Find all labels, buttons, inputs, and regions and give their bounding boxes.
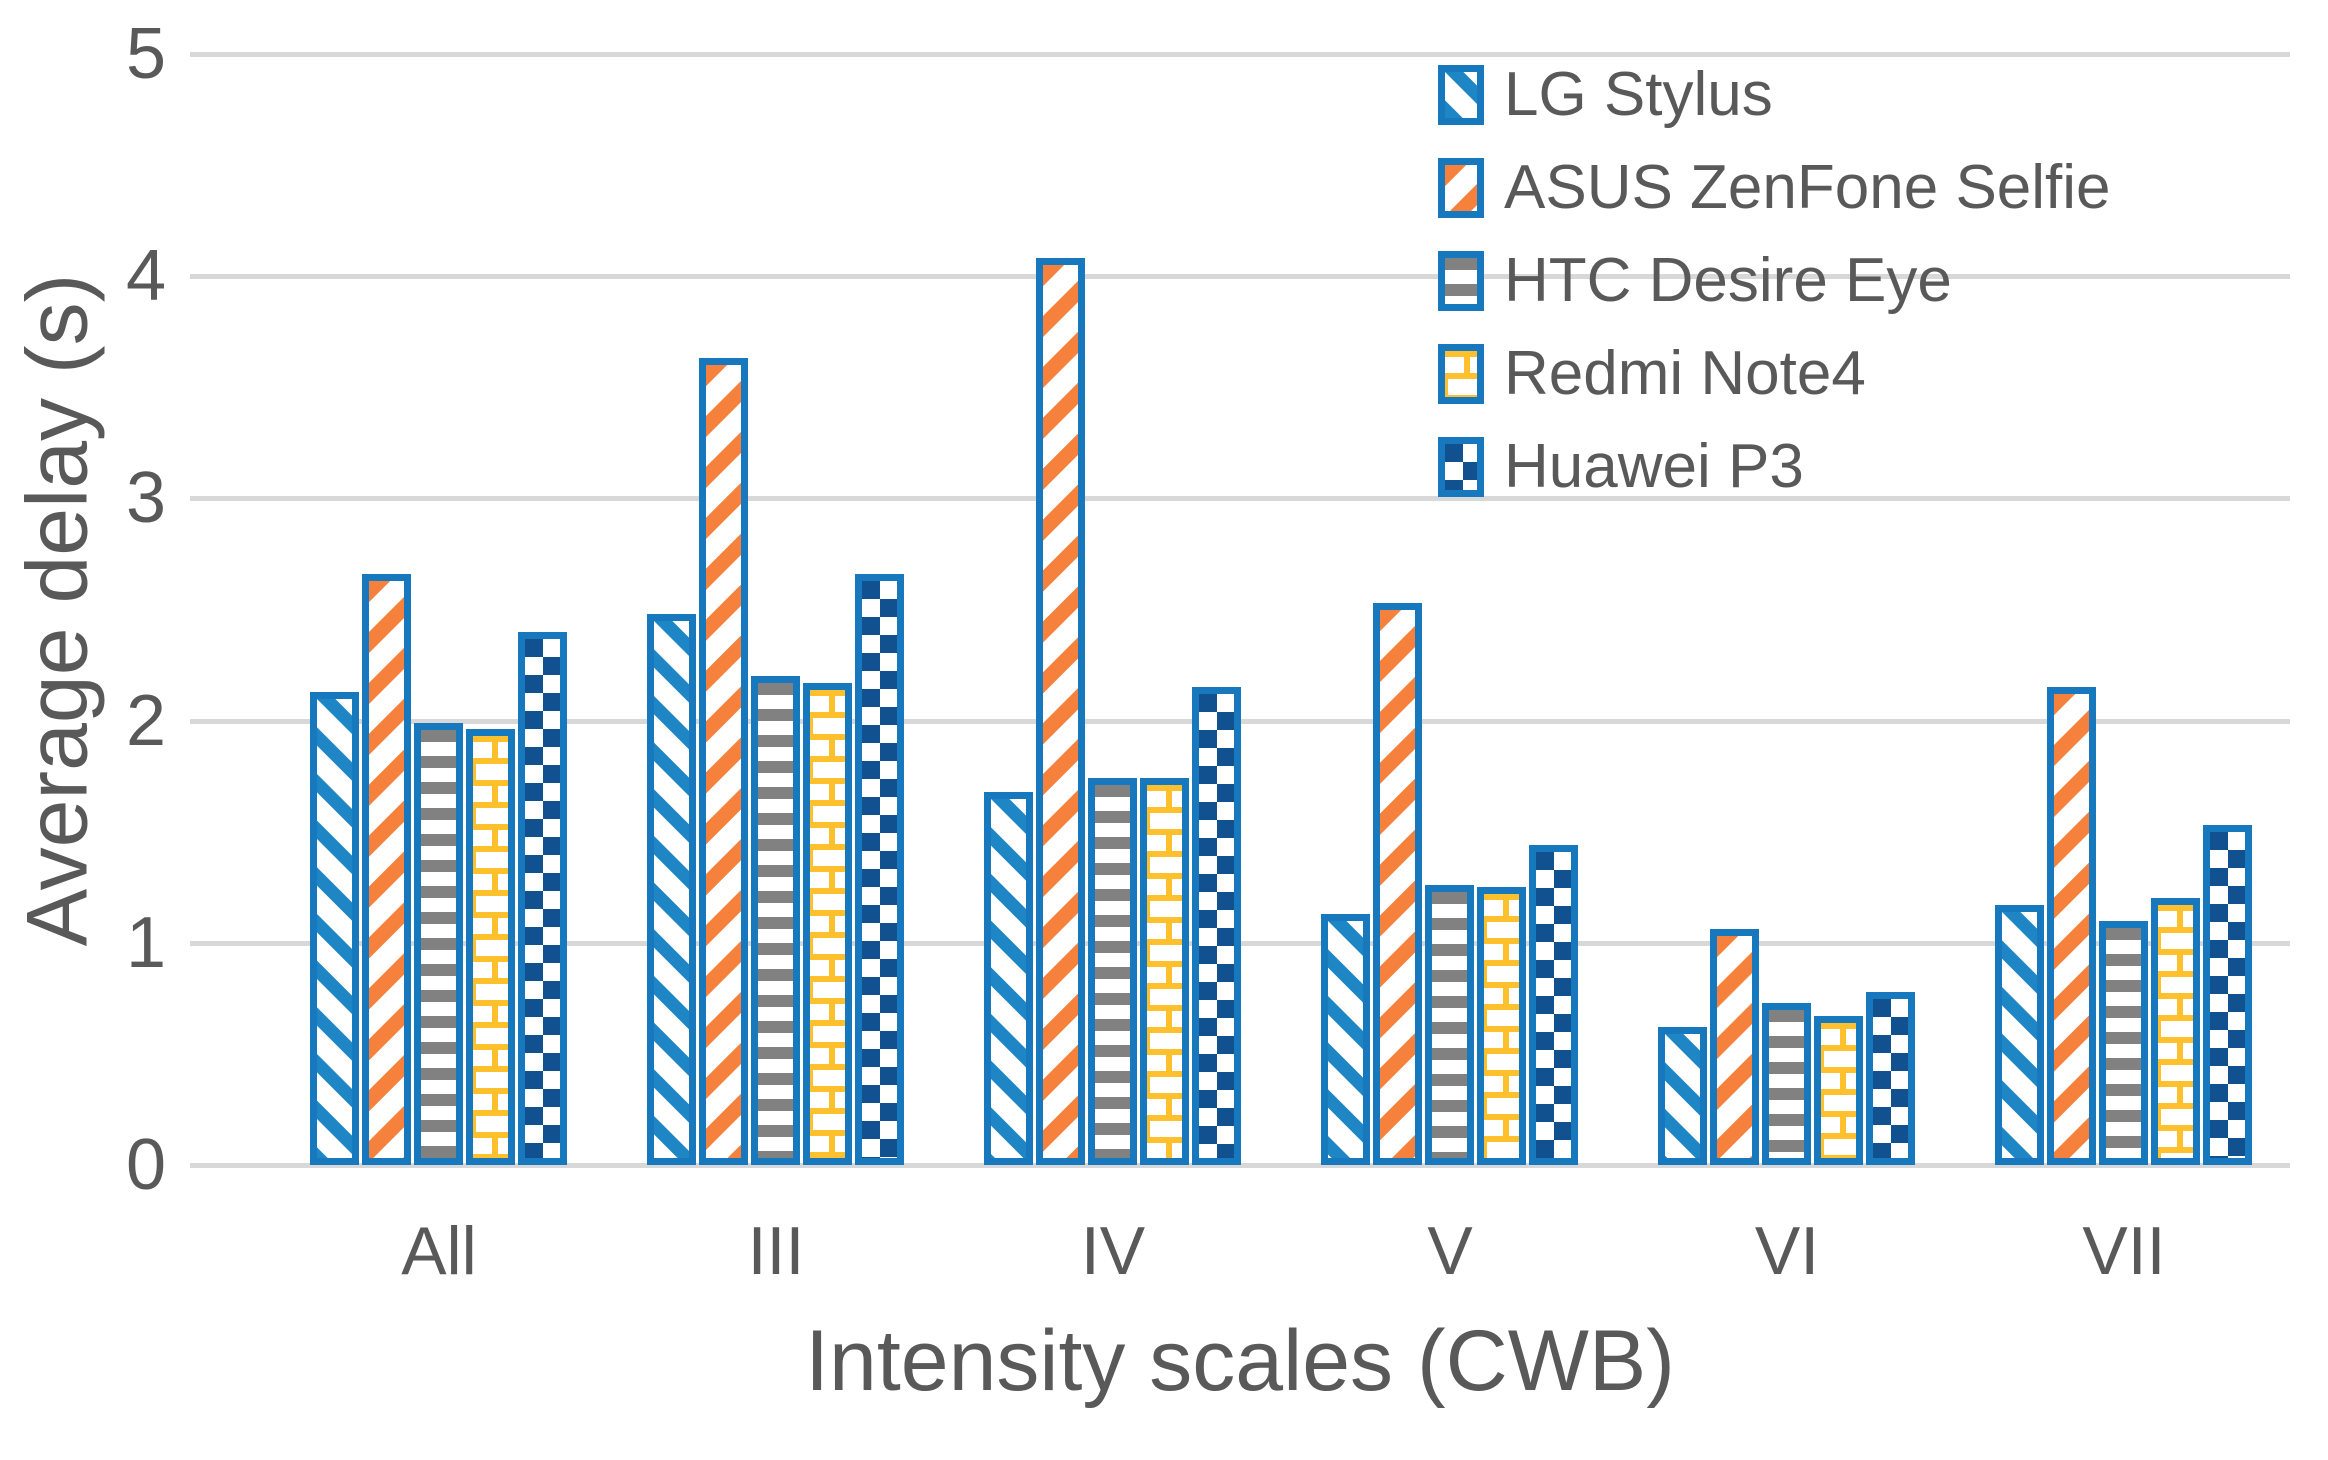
bar-htc-desire-eye-vi <box>1762 1003 1811 1165</box>
bar-htc-desire-eye-iii <box>751 676 800 1165</box>
bar-asus-zenfone-selfie-iv <box>1036 258 1085 1165</box>
legend-item-asus-zenfone-selfie: ASUS ZenFone Selfie <box>1438 141 2111 234</box>
x-tick-label-v: V <box>1427 1213 1473 1289</box>
bar-lg-stylus-all <box>310 692 359 1165</box>
legend: LG Stylus ASUS ZenFone Selfie HTC Desire E… <box>1438 48 2111 513</box>
bar-huawei-p3-iv <box>1192 687 1241 1165</box>
bar-lg-stylus-iii <box>647 614 696 1165</box>
legend-swatch-icon <box>1438 157 1484 218</box>
legend-swatch-icon <box>1438 436 1484 497</box>
bar-redmi-note4-iv <box>1140 778 1189 1165</box>
bar-lg-stylus-iv <box>984 792 1033 1165</box>
x-axis-title: Intensity scales (CWB) <box>805 1313 1675 1409</box>
gridline-y-3 <box>190 496 2290 501</box>
y-tick-label-2: 2 <box>125 681 166 761</box>
bar-asus-zenfone-selfie-vi <box>1710 929 1759 1165</box>
bar-asus-zenfone-selfie-v <box>1373 603 1422 1165</box>
legend-swatch-icon <box>1438 64 1484 125</box>
legend-item-redmi-note4: Redmi Note4 <box>1438 327 2111 420</box>
legend-item-htc-desire-eye: HTC Desire Eye <box>1438 234 2111 327</box>
y-tick-label-3: 3 <box>125 458 166 538</box>
legend-swatch-icon <box>1438 343 1484 404</box>
x-tick-label-vii: VII <box>2082 1213 2166 1289</box>
x-tick-label-iii: III <box>747 1213 805 1289</box>
bar-redmi-note4-all <box>466 729 515 1165</box>
y-tick-label-5: 5 <box>125 14 166 94</box>
bar-htc-desire-eye-vii <box>2099 921 2148 1165</box>
y-tick-label-1: 1 <box>125 903 166 983</box>
bar-lg-stylus-vi <box>1658 1027 1707 1165</box>
x-tick-label-iv: IV <box>1080 1213 1146 1289</box>
bar-asus-zenfone-selfie-vii <box>2047 687 2096 1165</box>
legend-label: Redmi Note4 <box>1504 339 1866 408</box>
legend-item-huawei-p3: Huawei P3 <box>1438 420 2111 513</box>
x-tick-label-all: All <box>401 1213 477 1289</box>
bar-lg-stylus-vii <box>1995 905 2044 1165</box>
y-tick-label-0: 0 <box>125 1125 166 1205</box>
legend-label: Huawei P3 <box>1504 432 1804 501</box>
y-axis-title: Average delay (s) <box>9 273 106 947</box>
plot-area <box>190 52 2290 1168</box>
bar-lg-stylus-v <box>1321 914 1370 1165</box>
gridline-y-5 <box>190 52 2290 57</box>
bar-redmi-note4-v <box>1477 887 1526 1165</box>
legend-item-lg-stylus: LG Stylus <box>1438 48 2111 141</box>
bar-huawei-p3-vii <box>2203 825 2252 1165</box>
bar-asus-zenfone-selfie-all <box>362 574 411 1165</box>
bar-redmi-note4-vi <box>1814 1016 1863 1165</box>
gridline-y-0 <box>190 1163 2290 1168</box>
bar-htc-desire-eye-all <box>414 723 463 1165</box>
bar-huawei-p3-vi <box>1866 992 1915 1165</box>
x-tick-label-vi: VI <box>1754 1213 1820 1289</box>
bar-asus-zenfone-selfie-iii <box>699 358 748 1165</box>
legend-label: LG Stylus <box>1504 60 1773 129</box>
y-tick-label-4: 4 <box>125 236 166 316</box>
gridline-y-4 <box>190 274 2290 279</box>
bar-huawei-p3-iii <box>855 574 904 1165</box>
bar-huawei-p3-v <box>1529 845 1578 1165</box>
bar-huawei-p3-all <box>518 632 567 1165</box>
legend-label: HTC Desire Eye <box>1504 246 1952 315</box>
bar-redmi-note4-iii <box>803 683 852 1165</box>
legend-label: ASUS ZenFone Selfie <box>1504 153 2111 222</box>
legend-swatch-icon <box>1438 250 1484 311</box>
bar-htc-desire-eye-v <box>1425 885 1474 1165</box>
bar-redmi-note4-vii <box>2151 898 2200 1165</box>
bar-htc-desire-eye-iv <box>1088 778 1137 1165</box>
